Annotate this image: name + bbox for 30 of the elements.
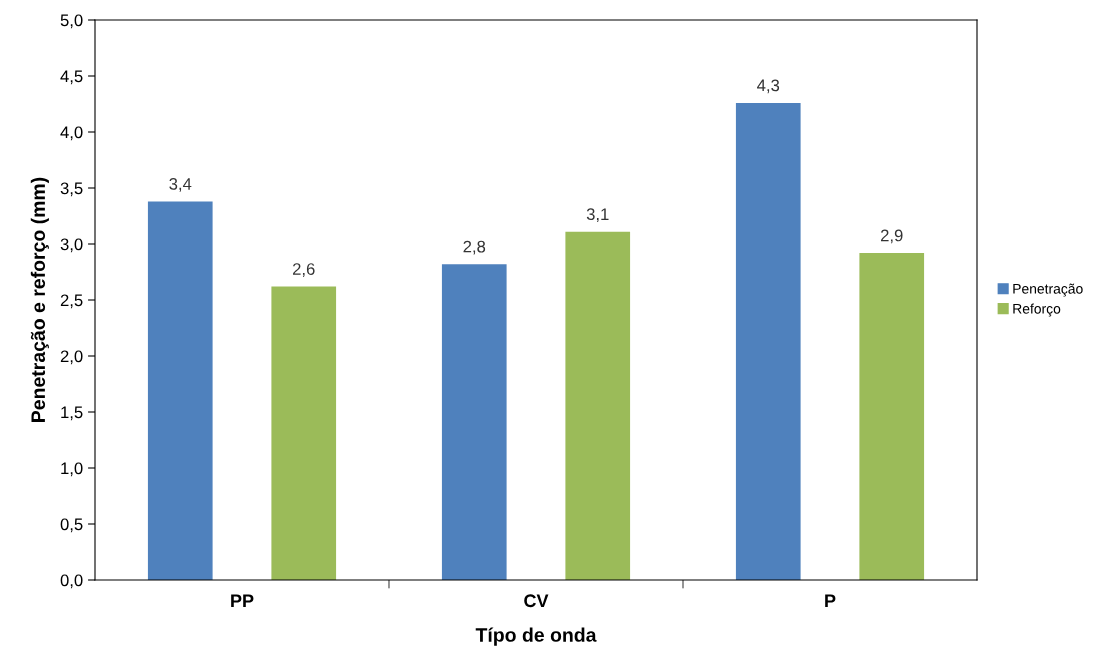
x-tick-label: CV bbox=[524, 594, 549, 608]
bar bbox=[735, 102, 801, 580]
y-tick-label: 5,0 bbox=[60, 14, 83, 29]
bar bbox=[859, 252, 925, 580]
y-tick-label: 2,5 bbox=[60, 294, 83, 309]
y-tick-label: 3,5 bbox=[60, 182, 83, 197]
data-label: 2,9 bbox=[881, 229, 903, 244]
y-tick-label: 0,0 bbox=[60, 574, 83, 589]
y-tick-label: 3,0 bbox=[60, 238, 83, 253]
x-tick-label: PP bbox=[231, 594, 254, 607]
data-label: 4,3 bbox=[757, 79, 780, 94]
y-axis-title: Penetração e reforço (mm) bbox=[30, 177, 49, 422]
y-tick-label: 1,5 bbox=[61, 406, 83, 421]
bar bbox=[441, 264, 507, 580]
bar bbox=[147, 201, 213, 580]
data-label: 3,1 bbox=[586, 208, 609, 223]
x-axis-title: Típo de onda bbox=[475, 627, 597, 646]
y-tick-label: 2,0 bbox=[60, 350, 83, 365]
data-label: 2,8 bbox=[463, 240, 486, 255]
data-label: 2,6 bbox=[293, 263, 315, 277]
x-tick-label: P bbox=[825, 594, 836, 607]
y-tick-label: 4,0 bbox=[60, 126, 83, 141]
y-tick-label: 0,5 bbox=[60, 518, 83, 533]
y-tick-label: 4,5 bbox=[60, 70, 83, 85]
bar bbox=[565, 231, 631, 580]
legend-label: Reforço bbox=[1013, 303, 1061, 317]
bar bbox=[271, 286, 337, 580]
y-tick-label: 1,0 bbox=[61, 462, 83, 477]
data-label: 3,4 bbox=[169, 178, 192, 192]
legend-label: Penetração bbox=[1013, 283, 1083, 297]
